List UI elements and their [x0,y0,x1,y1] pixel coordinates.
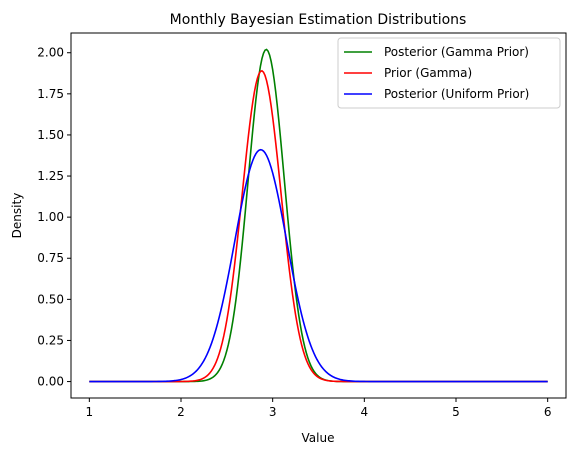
y-tick-label: 1.75 [37,87,64,101]
y-tick-label: 0.50 [37,292,64,306]
y-tick-label: 1.50 [37,128,64,142]
legend-box [337,37,561,109]
x-axis-label: Value [302,431,335,445]
legend-label-3: Posterior (Uniform Prior) [384,87,529,101]
y-tick-label: 0.00 [37,375,64,389]
y-axis: 0.00 0.25 0.50 0.75 1.00 1.25 1.50 1.75 2.00 [37,46,71,389]
x-tick-label: 2 [177,405,185,419]
series-line-3 [89,148,548,383]
x-tick-label: 6 [544,405,552,419]
x-tick-label: 5 [452,405,460,419]
y-tick-label: 1.00 [37,210,64,224]
legend-label-2: Prior (Gamma) [384,66,472,80]
y-tick-label: 1.25 [37,169,64,183]
axes-frame [70,32,567,399]
plot-area: 1 2 3 4 5 6 0.00 0.25 0.50 0.75 1.00 1.25 1.50 1.75 2… [37,32,567,419]
x-tick-label: 3 [269,405,277,419]
legend: Posterior (Gamma Prior) Prior (Gamma) Post… [337,37,561,109]
y-tick-label: 0.75 [37,251,64,265]
chart-title: Monthly Bayesian Estimation Distribution… [170,12,467,28]
x-tick-label: 1 [86,405,94,419]
curves [89,48,548,383]
y-tick-label: 0.25 [37,333,64,347]
x-tick-label: 4 [361,405,369,419]
legend-label-1: Posterior (Gamma Prior) [384,45,529,59]
y-tick-label: 2.00 [37,46,64,60]
x-axis: 1 2 3 4 5 6 [86,398,552,419]
y-axis-label: Density [10,193,24,239]
